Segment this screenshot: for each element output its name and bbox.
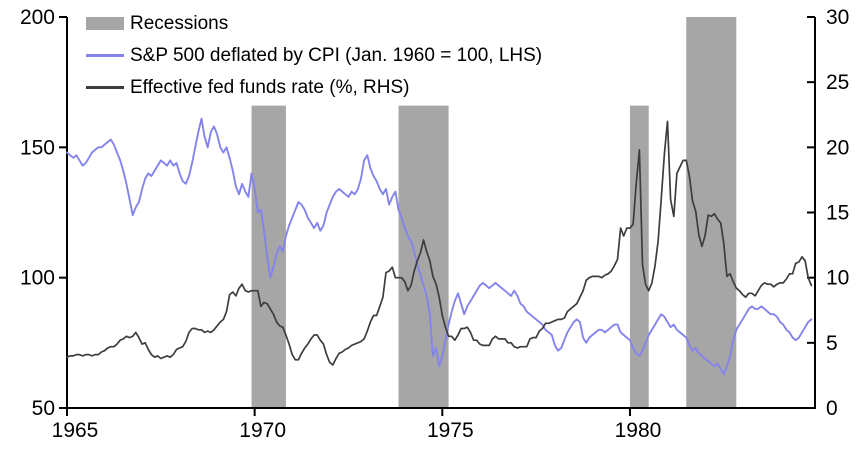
svg-text:30: 30 [826,6,849,29]
svg-text:1965: 1965 [52,419,99,442]
svg-text:50: 50 [32,397,55,420]
svg-text:15: 15 [826,202,849,225]
svg-text:0: 0 [826,397,838,420]
svg-text:20: 20 [826,136,849,159]
legend-item-sp500: S&P 500 deflated by CPI (Jan. 1960 = 100… [86,39,542,71]
svg-text:25: 25 [826,71,849,94]
svg-text:1970: 1970 [239,419,286,442]
recession-band-swatch-icon [86,16,124,30]
svg-text:1980: 1980 [615,419,662,442]
legend-item-recessions: Recessions [86,7,542,39]
svg-text:5: 5 [826,332,838,355]
sp500-line-swatch-icon [86,53,124,57]
svg-text:150: 150 [20,136,55,159]
fedfunds-line-swatch-icon [86,85,124,89]
legend-label-sp500: S&P 500 deflated by CPI (Jan. 1960 = 100… [130,44,543,66]
legend-label-fedfunds: Effective fed funds rate (%, RHS) [130,76,410,98]
svg-text:10: 10 [826,267,849,290]
svg-text:200: 200 [20,6,55,29]
chart-legend: Recessions S&P 500 deflated by CPI (Jan.… [86,7,542,103]
legend-label-recessions: Recessions [130,12,229,34]
svg-text:1975: 1975 [427,419,474,442]
svg-text:100: 100 [20,267,55,290]
legend-item-fedfunds: Effective fed funds rate (%, RHS) [86,71,542,103]
